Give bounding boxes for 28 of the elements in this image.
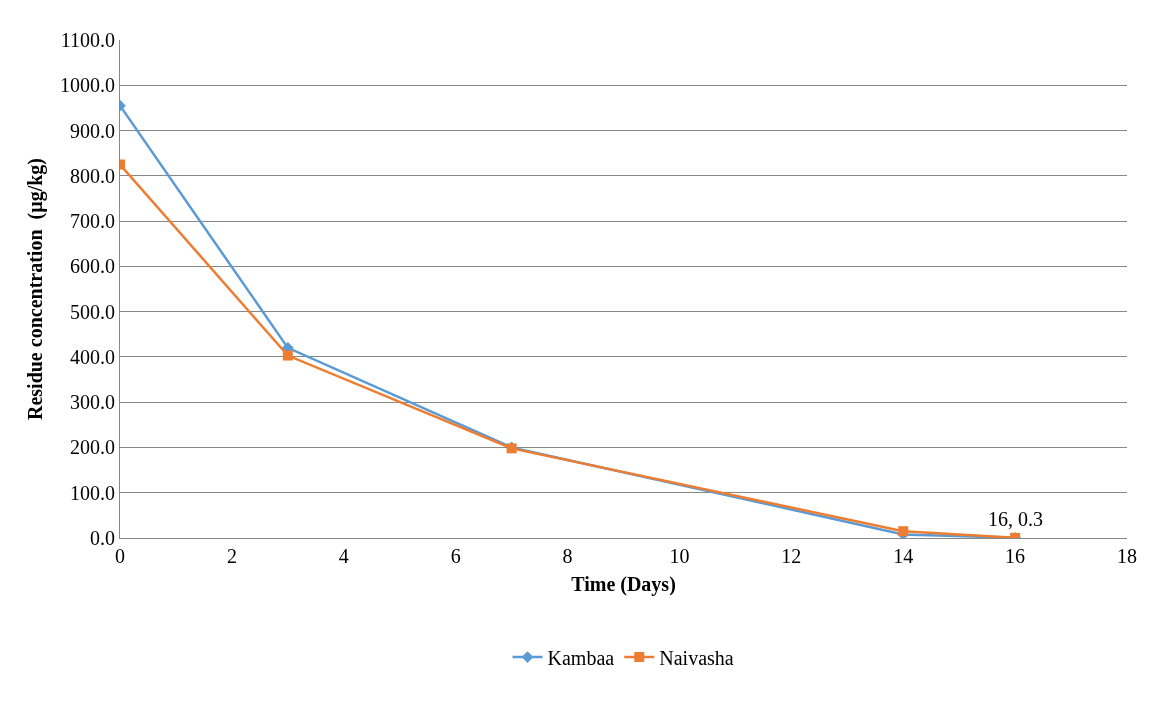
y-tick-label: 500.0: [70, 300, 115, 323]
point: [282, 350, 293, 361]
y-tick-label: 300.0: [70, 391, 115, 414]
x-tick-label: 0: [115, 545, 125, 567]
legend-label: Kambaa: [547, 646, 615, 669]
x-tick-label: 18: [1117, 545, 1137, 567]
y-tick-label: 800.0: [70, 164, 115, 187]
x-tick-label: 8: [562, 545, 573, 567]
y-tick-label: 900.0: [70, 119, 115, 142]
y-tick-label: 1000.0: [60, 74, 115, 97]
x-tick-label: 12: [781, 545, 802, 567]
x-tick-label: 6: [450, 545, 461, 567]
x-tick-label: 14: [893, 545, 914, 567]
x-axis-title: Time (Days): [571, 572, 676, 596]
y-tick-label: 600.0: [70, 255, 115, 278]
x-tick-label: 4: [338, 545, 349, 567]
y-tick-label: 1100.0: [60, 29, 115, 51]
y-tick-label: 100.0: [70, 481, 115, 504]
x-tick-label: 16: [1005, 545, 1026, 567]
y-axis-title: Residue concentration (µg/kg): [23, 157, 47, 421]
annotation: 16, 0.3: [988, 508, 1043, 530]
y-tick-label: 400.0: [70, 345, 115, 368]
x-tick-label: 2: [226, 545, 237, 567]
y-tick-label: 700.0: [70, 210, 115, 233]
x-tick-label: 10: [669, 545, 690, 567]
y-tick-label: 0.0: [90, 527, 115, 549]
y-tick-label: 200.0: [70, 436, 115, 459]
legend-label: Naivasha: [659, 646, 734, 669]
